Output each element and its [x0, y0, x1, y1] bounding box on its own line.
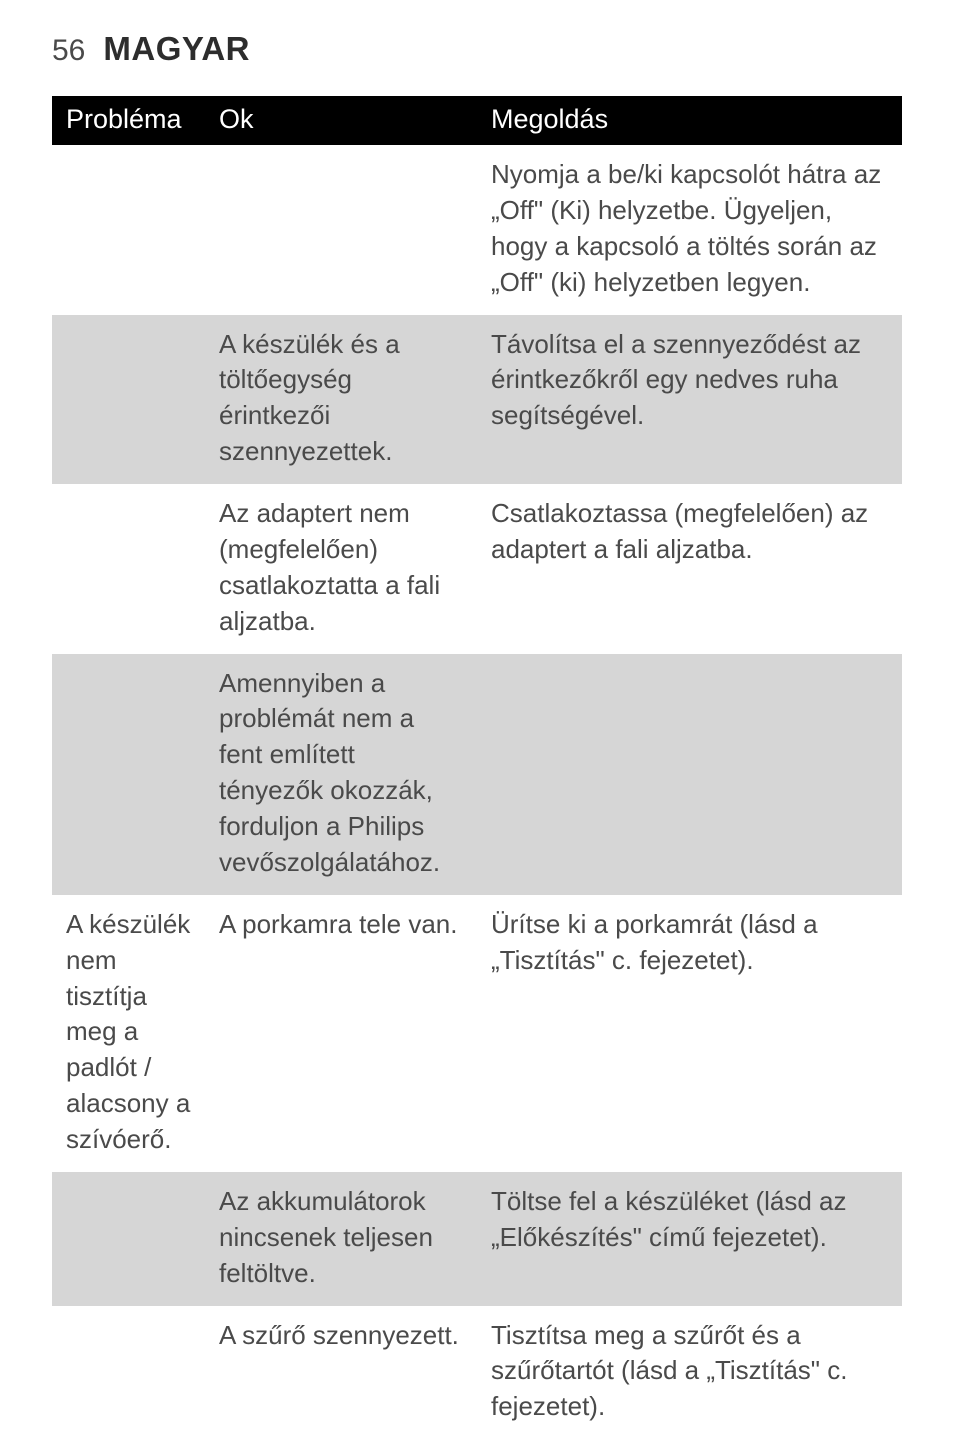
troubleshooting-table: Probléma Ok Megoldás Nyomja a be/ki kapc… [52, 96, 902, 1439]
cell-problem [52, 315, 205, 485]
cell-cause: A porkamra tele van. [205, 895, 477, 1172]
cell-solution: Nyomja a be/ki kapcsolót hátra az „Off" … [477, 145, 902, 315]
cell-cause: Az adaptert nem (megfelelően) csatlakozt… [205, 484, 477, 654]
cell-problem [52, 484, 205, 654]
cell-solution: Ürítse ki a porkamrát (lásd a „Tisztítás… [477, 895, 902, 1172]
cell-problem [52, 1306, 205, 1439]
cell-cause: Amennyiben a problémát nem a fent említe… [205, 654, 477, 895]
table-header-row: Probléma Ok Megoldás [52, 96, 902, 145]
cell-cause [205, 145, 477, 315]
table-row: Az akkumulátorok nincsenek teljesen felt… [52, 1172, 902, 1306]
col-header-solution: Megoldás [477, 96, 902, 145]
cell-cause: Az akkumulátorok nincsenek teljesen felt… [205, 1172, 477, 1306]
table-row: Az adaptert nem (megfelelően) csatlakozt… [52, 484, 902, 654]
col-header-problem: Probléma [52, 96, 205, 145]
table-row: Amennyiben a problémát nem a fent említe… [52, 654, 902, 895]
cell-solution: Töltse fel a készüléket (lásd az „Előkés… [477, 1172, 902, 1306]
page-number: 56 [52, 34, 85, 68]
cell-problem [52, 145, 205, 315]
table-row: A szűrő szennyezett.Tisztítsa meg a szűr… [52, 1306, 902, 1439]
cell-problem: A készülék nem tisztítja meg a padlót / … [52, 895, 205, 1172]
table-row: Nyomja a be/ki kapcsolót hátra az „Off" … [52, 145, 902, 315]
table-row: A készülék és a töltőegység érintkezői s… [52, 315, 902, 485]
cell-cause: A szűrő szennyezett. [205, 1306, 477, 1439]
cell-solution: Csatlakoztassa (megfelelően) az adaptert… [477, 484, 902, 654]
cell-solution: Tisztítsa meg a szűrőt és a szűrőtartót … [477, 1306, 902, 1439]
page-header: 56 MAGYAR [52, 30, 902, 68]
table-row: A készülék nem tisztítja meg a padlót / … [52, 895, 902, 1172]
cell-problem [52, 1172, 205, 1306]
cell-problem [52, 654, 205, 895]
cell-cause: A készülék és a töltőegység érintkezői s… [205, 315, 477, 485]
page-title: MAGYAR [103, 30, 250, 68]
cell-solution: Távolítsa el a szennyeződést az érintkez… [477, 315, 902, 485]
col-header-cause: Ok [205, 96, 477, 145]
cell-solution [477, 654, 902, 895]
